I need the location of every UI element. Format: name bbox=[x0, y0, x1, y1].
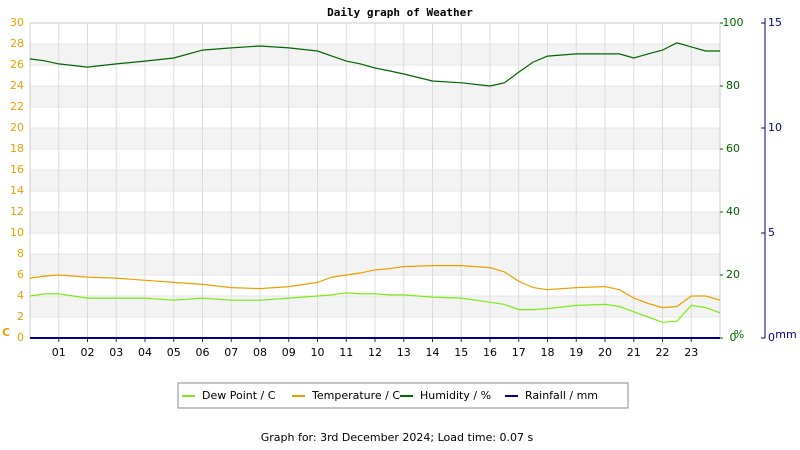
y3-tick-label: 5 bbox=[768, 226, 775, 239]
y3-tick-label: 0 bbox=[768, 331, 775, 344]
y-tick-label: 26 bbox=[10, 58, 24, 71]
x-tick-label: 05 bbox=[167, 346, 181, 359]
series-line bbox=[29, 265, 721, 309]
x-tick-label: 11 bbox=[339, 346, 353, 359]
x-tick-label: 02 bbox=[81, 346, 95, 359]
footer: Graph for: 3rd December 2024; Load time:… bbox=[261, 431, 534, 444]
x-tick-label: 07 bbox=[224, 346, 238, 359]
x-tick-label: 15 bbox=[454, 346, 468, 359]
x-tick-label: 20 bbox=[598, 346, 612, 359]
y-tick-label: 10 bbox=[10, 226, 24, 239]
y2-axis-unit: % bbox=[734, 328, 744, 341]
x-tick-label: 17 bbox=[512, 346, 526, 359]
y-tick-label: 30 bbox=[10, 16, 24, 29]
y3-tick-label: 15 bbox=[768, 16, 782, 29]
x-tick-label: 04 bbox=[138, 346, 152, 359]
legend-label: Dew Point / C bbox=[202, 389, 276, 402]
x-tick-label: 22 bbox=[656, 346, 670, 359]
x-tick-label: 16 bbox=[483, 346, 497, 359]
y-axis-unit: C bbox=[2, 326, 10, 339]
y2-tick-label: 20 bbox=[726, 268, 740, 281]
y-tick-label: 2 bbox=[17, 310, 24, 323]
y2-tick-label: 60 bbox=[726, 142, 740, 155]
y-tick-label: 18 bbox=[10, 142, 24, 155]
y-tick-label: 8 bbox=[17, 247, 24, 260]
x-tick-label: 14 bbox=[426, 346, 440, 359]
series-line bbox=[29, 292, 721, 323]
x-tick-label: 21 bbox=[627, 346, 641, 359]
x-tick-label: 08 bbox=[253, 346, 267, 359]
x-tick-label: 09 bbox=[282, 346, 296, 359]
y-tick-label: 14 bbox=[10, 184, 24, 197]
legend-label: Temperature / C bbox=[311, 389, 400, 402]
x-tick-label: 23 bbox=[684, 346, 698, 359]
x-tick-label: 01 bbox=[52, 346, 66, 359]
y3-tick-label: 10 bbox=[768, 121, 782, 134]
y-tick-label: 22 bbox=[10, 100, 24, 113]
x-tick-label: 19 bbox=[569, 346, 583, 359]
y-tick-label: 16 bbox=[10, 163, 24, 176]
x-tick-label: 13 bbox=[397, 346, 411, 359]
series-line bbox=[29, 42, 720, 87]
y2-tick-label: 80 bbox=[726, 79, 740, 92]
y-tick-label: 24 bbox=[10, 79, 24, 92]
y-tick-label: 0 bbox=[17, 331, 24, 344]
x-tick-label: 03 bbox=[109, 346, 123, 359]
x-tick-label: 12 bbox=[368, 346, 382, 359]
y-tick-label: 12 bbox=[10, 205, 24, 218]
y3-axis-unit: mm bbox=[775, 328, 796, 341]
x-tick-label: 18 bbox=[541, 346, 555, 359]
y-tick-label: 28 bbox=[10, 37, 24, 50]
y2-tick-label: 40 bbox=[726, 205, 740, 218]
x-tick-label: 06 bbox=[196, 346, 210, 359]
legend-label: Rainfall / mm bbox=[525, 389, 598, 402]
y-tick-label: 4 bbox=[17, 289, 24, 302]
y2-tick-label: 0 bbox=[730, 331, 737, 344]
x-tick-label: 10 bbox=[311, 346, 325, 359]
y-tick-label: 6 bbox=[17, 268, 24, 281]
legend-label: Humidity / % bbox=[420, 389, 491, 402]
y2-tick-label: 100 bbox=[723, 16, 744, 29]
y-tick-label: 20 bbox=[10, 121, 24, 134]
chart-title: Daily graph of Weather bbox=[327, 6, 473, 19]
